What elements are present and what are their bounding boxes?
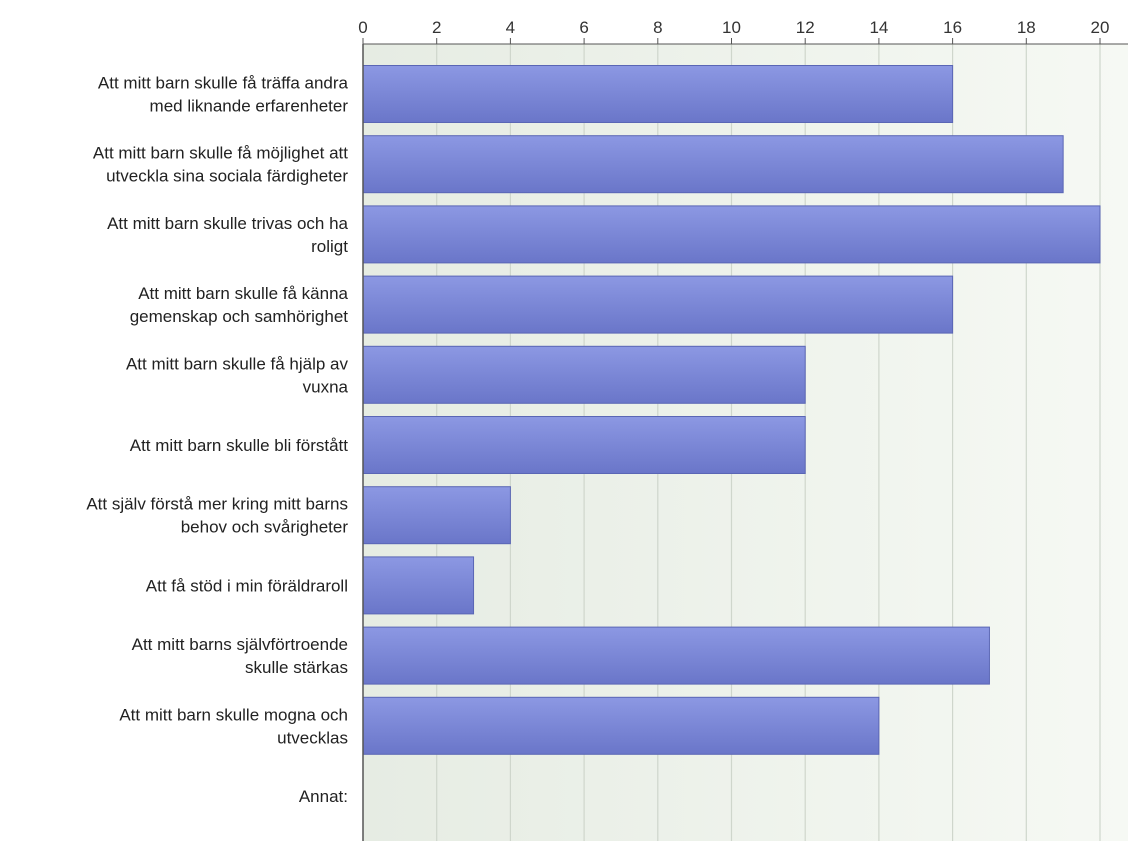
x-tick-label: 18: [1017, 18, 1036, 37]
category-label-line: Att mitt barn skulle få möjlighet att: [93, 144, 348, 163]
category-label-line: roligt: [311, 237, 348, 256]
bar: [362, 135, 1064, 194]
category-label: Att mitt barn skulle bli förstått: [130, 436, 349, 455]
category-label-line: gemenskap och samhörighet: [130, 307, 349, 326]
category-label: Att själv förstå mer kring mitt barns beh…: [86, 495, 348, 537]
bar: [362, 626, 990, 685]
category-label: Annat:: [299, 787, 348, 806]
bar: [362, 205, 1101, 264]
category-label-line: vuxna: [303, 377, 349, 396]
category-label: Att mitt barn skulle mogna och utvecklas: [119, 705, 348, 747]
x-tick-label: 6: [579, 18, 588, 37]
x-tick-label: 20: [1091, 18, 1110, 37]
category-label-line: utvecklas: [277, 728, 348, 747]
bars: [362, 65, 1101, 755]
category-label-line: skulle stärkas: [245, 658, 348, 677]
x-tick-label: 4: [506, 18, 515, 37]
x-tick-label: 12: [796, 18, 815, 37]
x-tick-label: 0: [358, 18, 367, 37]
category-label-line: Att mitt barn skulle trivas och ha: [107, 214, 348, 233]
bar: [362, 275, 954, 334]
category-label-line: utveckla sina sociala färdigheter: [106, 167, 348, 186]
x-tick-label: 8: [653, 18, 662, 37]
x-axis: 0 2 4 6 8 10 12 14 16 18 20: [358, 18, 1128, 841]
x-tick-label: 14: [869, 18, 888, 37]
category-label-line: Att mitt barn skulle få känna: [138, 284, 348, 303]
category-label-line: Att mitt barn skulle få träffa andra: [98, 74, 349, 93]
x-tick-label: 2: [432, 18, 441, 37]
category-label-line: Att själv förstå mer kring mitt barns: [86, 495, 348, 514]
category-label: Att få stöd i min föräldraroll: [146, 576, 348, 595]
category-label-line: med liknande erfarenheter: [150, 97, 349, 116]
bar: [362, 486, 511, 545]
category-label-line: Annat:: [299, 787, 348, 806]
bar: [362, 65, 954, 123]
category-label: Att mitt barns självförtroende skulle stä…: [132, 635, 348, 677]
bar: [362, 345, 806, 404]
category-label: Att mitt barn skulle få känna gemenskap o…: [130, 284, 349, 326]
category-label-line: Att mitt barns självförtroende: [132, 635, 348, 654]
category-label-line: Att mitt barn skulle mogna och: [119, 705, 348, 724]
category-label-line: Att mitt barn skulle få hjälp av: [126, 354, 349, 373]
category-label: Att mitt barn skulle få hjälp av vuxna: [126, 354, 349, 396]
bar: [362, 556, 475, 615]
category-label: Att mitt barn skulle få möjlighet att utv…: [93, 144, 348, 186]
bar: [362, 416, 806, 474]
bar: [362, 696, 880, 755]
category-label-line: Att mitt barn skulle bli förstått: [130, 436, 349, 455]
x-tick-label: 10: [722, 18, 741, 37]
category-label: Att mitt barn skulle trivas och ha roligt: [107, 214, 348, 256]
category-label-line: behov och svårigheter: [181, 518, 349, 537]
category-labels: Att mitt barn skulle få träffa andra med …: [86, 74, 348, 807]
x-tick-label: 16: [943, 18, 962, 37]
category-label: Att mitt barn skulle få träffa andra med …: [98, 74, 349, 116]
category-label-line: Att få stöd i min föräldraroll: [146, 576, 348, 595]
